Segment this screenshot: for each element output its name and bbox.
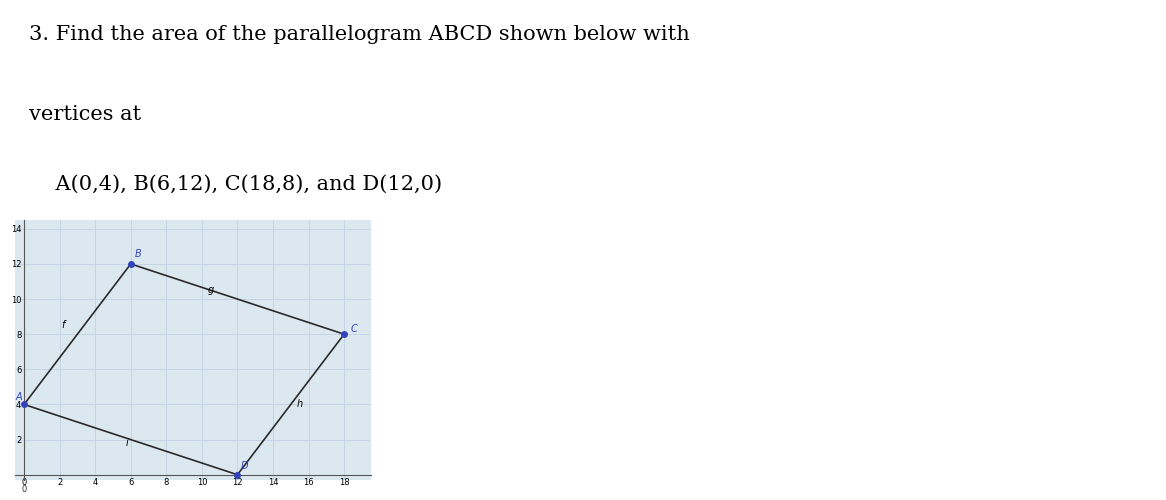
- Text: i: i: [126, 438, 128, 448]
- Text: A: A: [15, 392, 22, 402]
- Text: B: B: [134, 249, 141, 259]
- Text: g: g: [208, 286, 213, 296]
- Text: C: C: [350, 324, 357, 334]
- Text: 3. Find the area of the parallelogram ABCD shown below with: 3. Find the area of the parallelogram AB…: [29, 25, 690, 44]
- Text: f: f: [62, 320, 65, 330]
- Text: A(0,4), B(6,12), C(18,8), and D(12,0): A(0,4), B(6,12), C(18,8), and D(12,0): [29, 175, 442, 194]
- Text: 0: 0: [21, 486, 27, 494]
- Text: vertices at: vertices at: [29, 105, 141, 124]
- Text: D: D: [241, 462, 248, 471]
- Text: h: h: [296, 400, 303, 409]
